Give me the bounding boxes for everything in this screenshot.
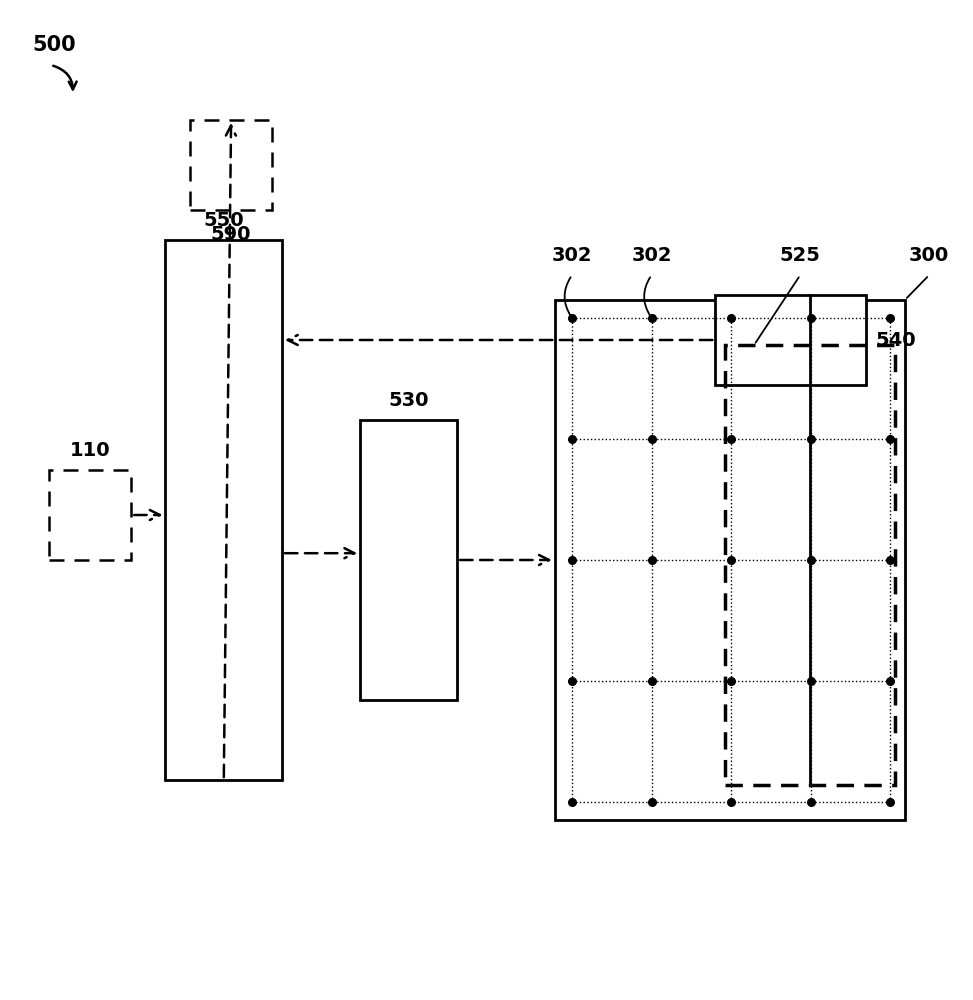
Text: 302: 302 (631, 246, 672, 265)
Text: 530: 530 (388, 391, 429, 410)
Text: 550: 550 (203, 211, 244, 230)
Text: 500: 500 (32, 35, 76, 55)
FancyArrowPatch shape (54, 66, 77, 89)
Text: 302: 302 (552, 246, 593, 265)
Text: 110: 110 (70, 441, 110, 460)
Text: 540: 540 (876, 330, 917, 350)
Text: 590: 590 (211, 225, 251, 244)
Bar (165, 240, 282, 780)
Bar (360, 420, 457, 700)
Bar (190, 120, 272, 210)
Text: 300: 300 (909, 246, 950, 265)
Bar (49, 470, 131, 560)
Text: 525: 525 (779, 246, 821, 265)
Bar (725, 345, 895, 785)
Bar (715, 295, 866, 385)
Bar (555, 300, 905, 820)
